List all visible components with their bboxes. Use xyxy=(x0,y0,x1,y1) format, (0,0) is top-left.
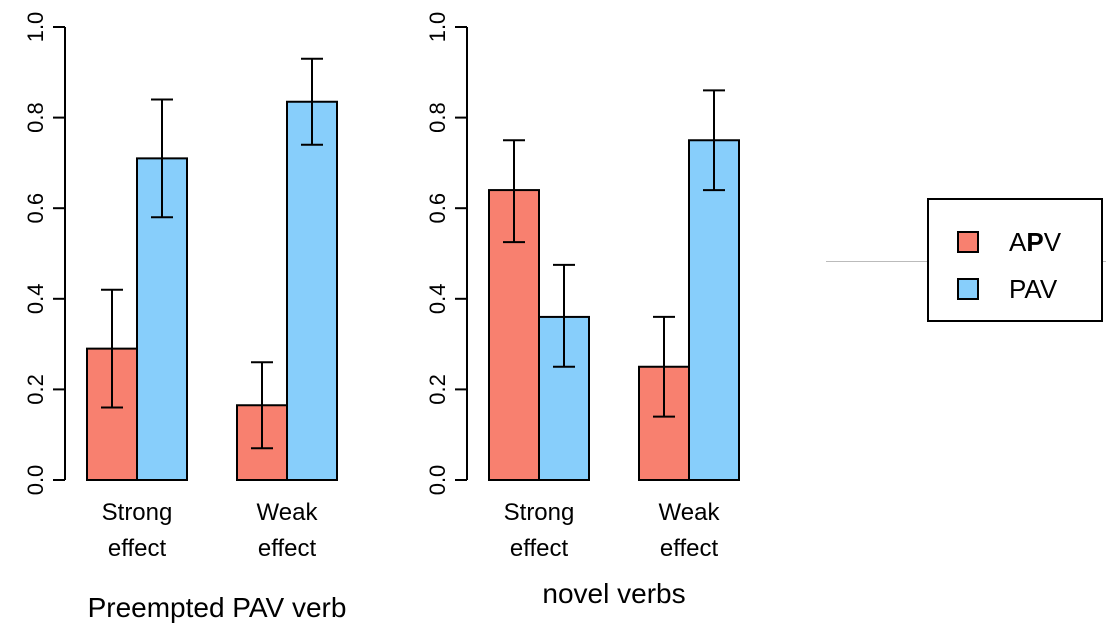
category-label: Strong xyxy=(504,499,575,526)
y-tick-label: 0.6 xyxy=(23,193,48,224)
category-label: Weak xyxy=(659,499,721,526)
y-tick-label: 0.4 xyxy=(23,284,48,315)
y-tick-label: 0.2 xyxy=(23,374,48,405)
y-tick-label: 0.8 xyxy=(425,102,450,133)
legend-swatch-apv xyxy=(957,231,979,253)
y-tick-label: 0.0 xyxy=(23,465,48,496)
panel-title: Preempted PAV verb xyxy=(88,592,347,623)
legend-label-pav: PAV xyxy=(1009,273,1058,304)
category-label: Strong xyxy=(102,499,173,526)
y-tick-label: 1.0 xyxy=(23,12,48,43)
panel-title: novel verbs xyxy=(542,578,685,609)
category-label: effect xyxy=(108,535,167,562)
legend-item-pav: PAV xyxy=(957,274,1057,304)
bar-pav xyxy=(688,139,740,481)
panel-novel-verbs: 0.0 0.2 0.4 0.6 0.8 1.0 Strong effect Weak effect… xyxy=(425,12,740,609)
panel-preempted-pav-verb: 0.0 0.2 0.4 0.6 0.8 1.0 Strong effect Weak effect… xyxy=(23,12,346,623)
y-tick-label: 0.4 xyxy=(425,284,450,315)
y-tick-label: 1.0 xyxy=(425,12,450,43)
y-tick-label: 0.2 xyxy=(425,374,450,405)
category-label: effect xyxy=(258,535,317,562)
y-tick-label: 0.6 xyxy=(425,193,450,224)
category-label: Weak xyxy=(257,499,319,526)
legend-item-apv: APV xyxy=(957,227,1061,257)
y-tick-label: 0.0 xyxy=(425,465,450,496)
legend: APV PAV xyxy=(927,198,1103,322)
category-label: effect xyxy=(510,535,569,562)
legend-swatch-pav xyxy=(957,278,979,300)
category-label: effect xyxy=(660,535,719,562)
y-tick-label: 0.8 xyxy=(23,102,48,133)
bar-pav xyxy=(286,100,338,482)
legend-label-apv: APV xyxy=(1009,226,1062,257)
